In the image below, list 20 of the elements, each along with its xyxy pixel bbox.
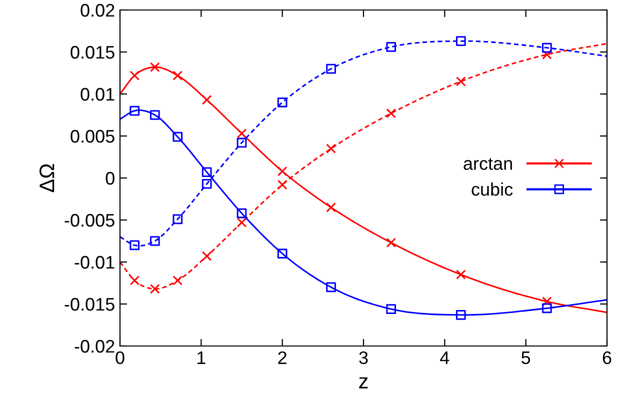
y-tick-label: -0.01: [74, 256, 114, 269]
y-tick-label: 0: [106, 172, 114, 185]
x-tick-label: 3: [359, 351, 368, 364]
x-tick-label: 6: [602, 351, 612, 364]
x-axis-title: z: [359, 377, 368, 388]
x-tick-label: 0: [116, 351, 124, 364]
y-tick-label: 0.02: [80, 4, 114, 17]
y-tick-label: 0.015: [70, 46, 114, 59]
y-tick-label: 0.005: [70, 130, 114, 143]
legend-label: arctan: [464, 158, 512, 170]
y-axis-title: ΔΩ: [40, 164, 54, 192]
x-tick-label: 4: [440, 352, 450, 364]
legend-label: cubic: [472, 182, 513, 196]
x-tick-label: 2: [278, 351, 286, 364]
y-tick-label: 0.01: [80, 88, 114, 101]
y-tick-label: -0.005: [64, 214, 114, 227]
x-tick-label: 5: [522, 352, 530, 364]
x-tick-label: 1: [198, 352, 206, 364]
y-tick-label: -0.02: [74, 340, 114, 353]
y-tick-label: -0.015: [64, 298, 114, 311]
